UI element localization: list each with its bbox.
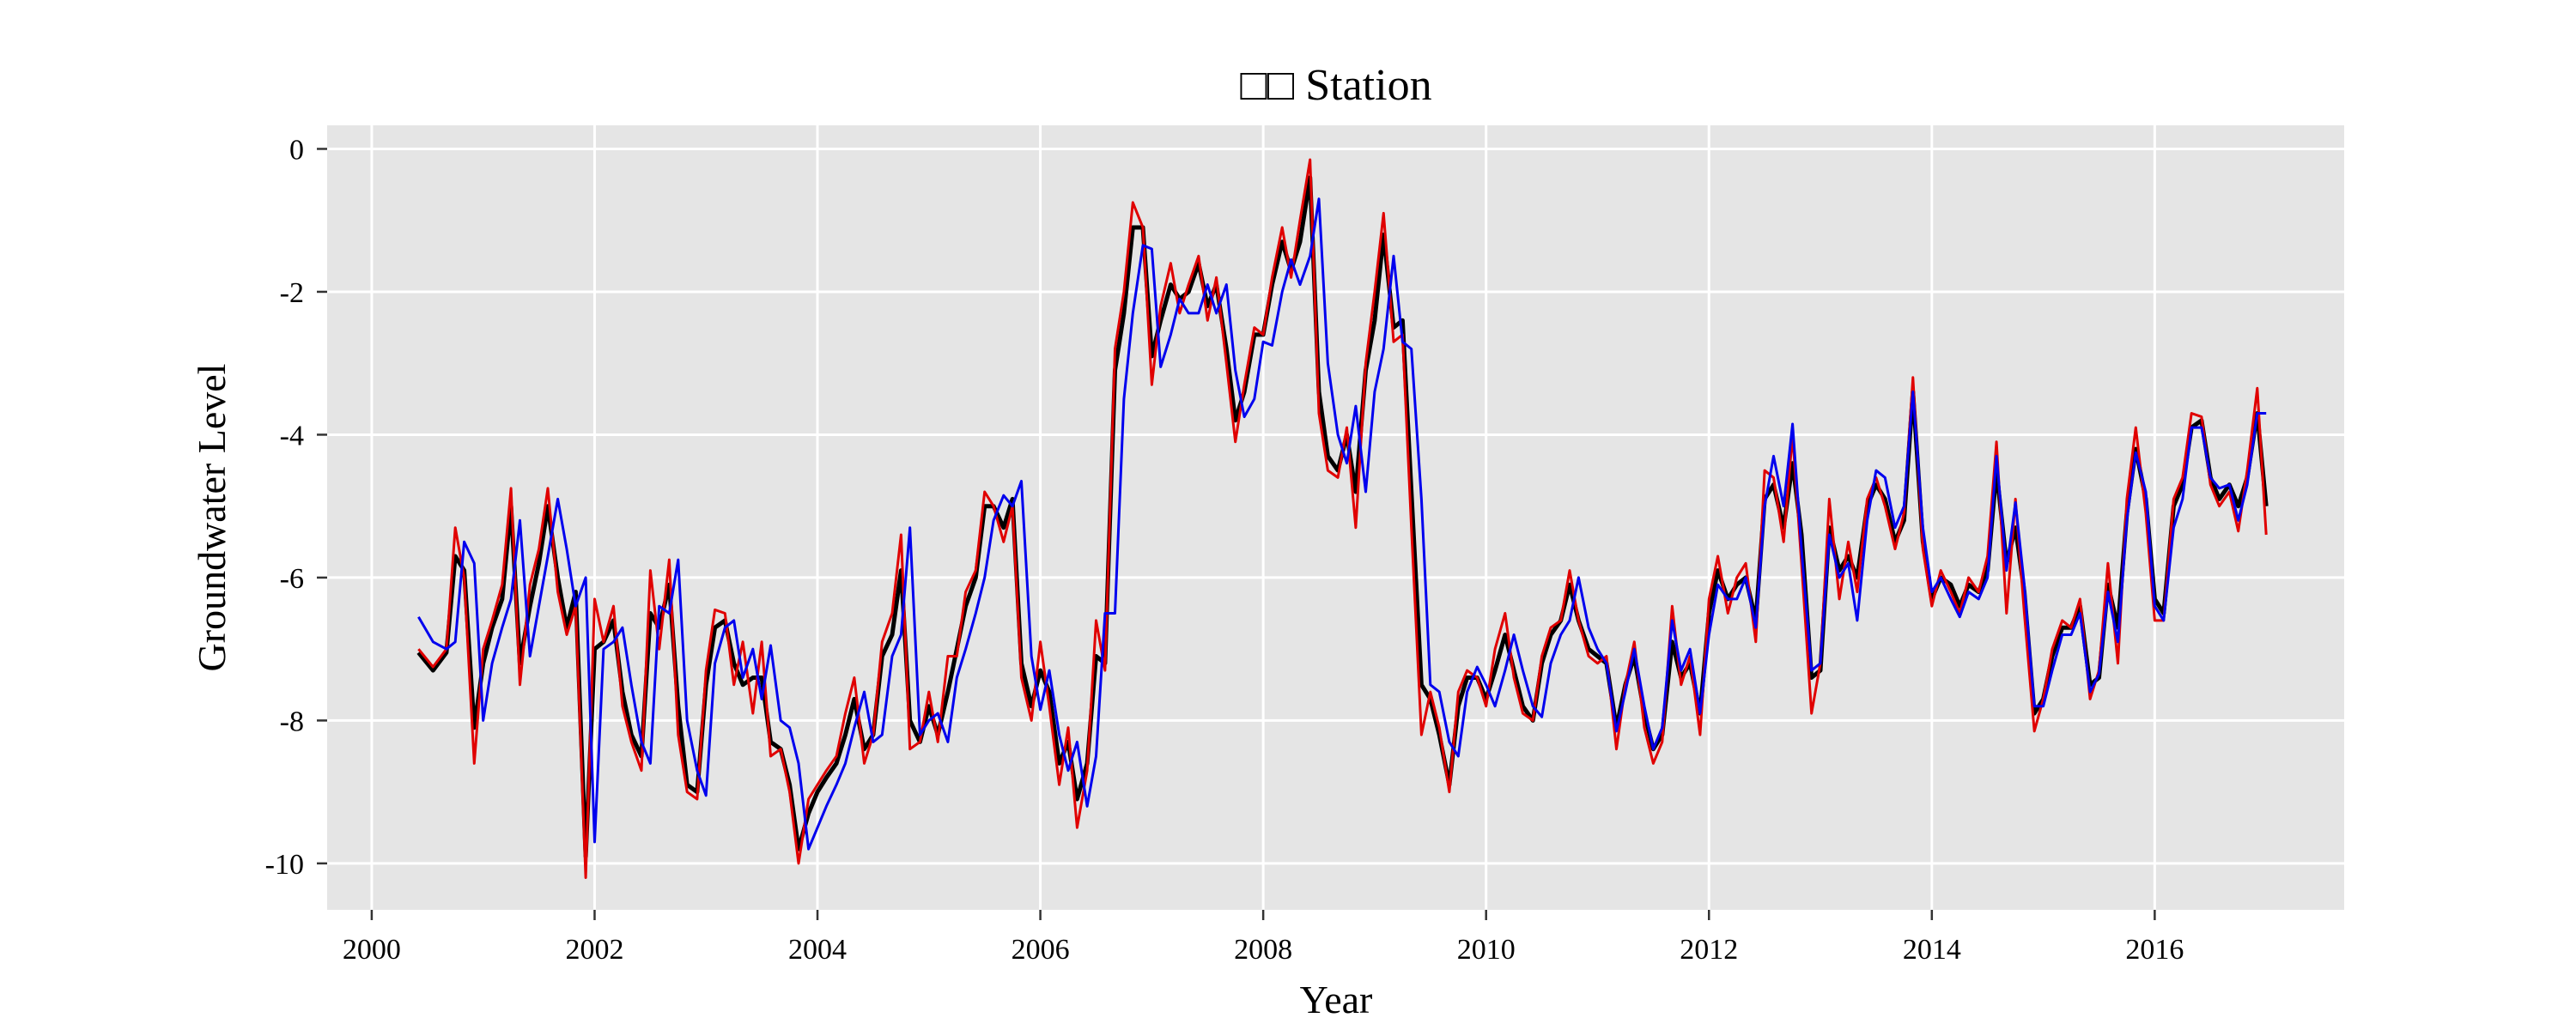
x-tick-label: 2010 bbox=[1457, 934, 1516, 966]
x-tick-label: 2004 bbox=[788, 934, 847, 966]
x-tick-label: 2006 bbox=[1012, 934, 1070, 966]
x-tick-label: 2016 bbox=[2125, 934, 2184, 966]
grid-lines bbox=[327, 125, 2344, 910]
x-tick-label: 2008 bbox=[1234, 934, 1292, 966]
x-axis-label: Year bbox=[1300, 978, 1373, 1021]
y-tick-label: 0 bbox=[289, 134, 304, 166]
plot-area-background bbox=[327, 125, 2344, 910]
y-axis-label: Groundwater Level bbox=[190, 364, 234, 672]
y-tick-label: -10 bbox=[265, 849, 304, 881]
y-tick-label: -2 bbox=[280, 277, 304, 309]
chart-title: □□ Station bbox=[1240, 61, 1431, 110]
axis-ticks: 2000 2002 2004 2006 2008 2010 2012 2014 2016 0 -2 -… bbox=[265, 134, 2184, 966]
x-tick-label: 2000 bbox=[343, 934, 401, 966]
x-tick-label: 2012 bbox=[1680, 934, 1738, 966]
x-tick-label: 2014 bbox=[1903, 934, 1961, 966]
y-tick-label: -6 bbox=[280, 563, 304, 595]
series-line-3 bbox=[417, 197, 2267, 851]
x-tick-label: 2002 bbox=[565, 934, 623, 966]
series-lines bbox=[416, 158, 2269, 879]
y-tick-label: -8 bbox=[280, 706, 304, 737]
y-tick-label: -4 bbox=[280, 420, 304, 451]
